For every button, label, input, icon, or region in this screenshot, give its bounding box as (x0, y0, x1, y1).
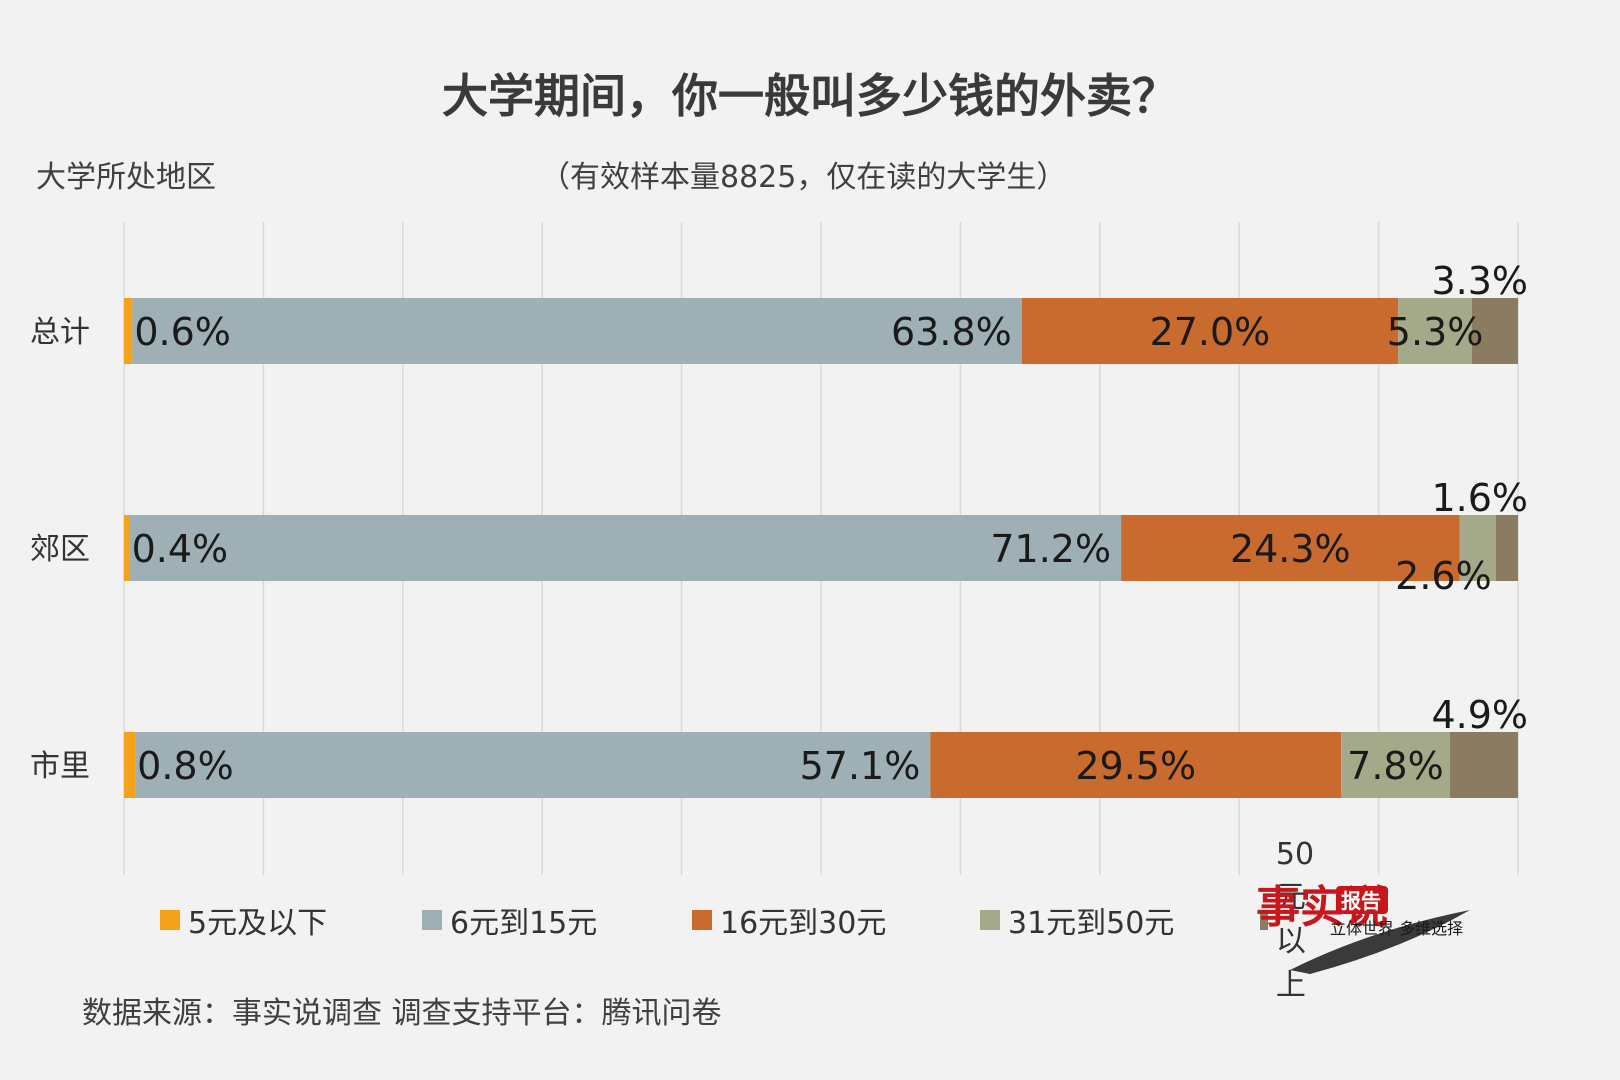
value-label: 2.6% (1395, 554, 1492, 598)
legend-label: 50元以上 (1275, 836, 1315, 1003)
value-labels: 0.6% 63.8% 27.0% 5.3% 3.3% 0.4% 71.2% 24.3% 2.6%… (132, 259, 1528, 788)
logo-badge-bg (1336, 886, 1388, 914)
bar-segment (930, 732, 1342, 798)
bar-segment (1449, 732, 1518, 798)
bar-segment (1021, 298, 1399, 364)
value-label: 3.3% (1431, 259, 1528, 303)
bar-segment (1121, 515, 1460, 581)
legend-swatch (422, 910, 442, 930)
value-label: 5.3% (1387, 310, 1484, 354)
logo-tagline: 立体世界 多维选择 (1330, 919, 1463, 938)
category-label: 郊区 (30, 532, 90, 567)
chart-title: 大学期间，你一般叫多少钱的外卖？ (442, 69, 1178, 123)
bar-segment (132, 298, 1022, 364)
stacked-bar-chart: 0.6% 63.8% 27.0% 5.3% 3.3% 0.4% 71.2% 24.3% 2.6%… (30, 222, 1528, 875)
bar-segment (1471, 298, 1518, 364)
legend-item: 5元及以下 (160, 900, 328, 941)
legend-label: 6元到15元 (450, 906, 598, 941)
legend-label: 5元及以下 (188, 906, 328, 941)
legend-item: 50元以上 (1260, 837, 1326, 1003)
legend-swatch (980, 910, 1000, 930)
value-label: 0.6% (134, 310, 231, 354)
bar-segment (124, 732, 136, 798)
legend-label: 31元到50元 (1008, 906, 1175, 941)
legend-swatch (692, 910, 712, 930)
bar-segment (124, 298, 133, 364)
value-label: 63.8% (891, 310, 1012, 354)
bar-segment (1495, 515, 1518, 581)
legend: 5元及以下 6元到15元 16元到30元 31元到50元 50元以上 (160, 837, 1320, 1003)
bar-segment (129, 515, 1122, 581)
chart-subtitle: （有效样本量8825，仅在读的大学生） (540, 160, 1067, 195)
bar-segment (135, 732, 931, 798)
legend-item: 31元到50元 (980, 900, 1175, 941)
bar-series (124, 298, 1518, 798)
value-label: 1.6% (1431, 476, 1528, 520)
category-label: 总计 (30, 315, 90, 350)
value-label: 4.9% (1431, 693, 1528, 737)
legend-swatch (1260, 910, 1268, 930)
value-label: 27.0% (1150, 310, 1271, 354)
bar-segment (124, 515, 130, 581)
value-label: 57.1% (800, 744, 921, 788)
legend-swatch (160, 910, 180, 930)
value-label: 0.8% (137, 744, 234, 788)
value-label: 0.4% (132, 527, 229, 571)
bar-segment (1459, 515, 1496, 581)
brand-logo: 事实说 报告 立体世界 多维选择 (1256, 882, 1470, 974)
bar-segment (1398, 298, 1472, 364)
value-label: 7.8% (1347, 744, 1444, 788)
logo-brush-stroke (1290, 910, 1470, 974)
value-label: 71.2% (990, 527, 1111, 571)
legend-item: 16元到30元 (692, 900, 887, 941)
bar-segment (1341, 732, 1450, 798)
y-axis-title: 大学所处地区 (36, 160, 216, 195)
data-source: 数据来源：事实说调查 调查支持平台：腾讯问卷 (82, 996, 722, 1031)
logo-badge: 报告 (1341, 889, 1381, 913)
value-label: 29.5% (1075, 744, 1196, 788)
legend-item: 6元到15元 (422, 900, 598, 941)
legend-label: 16元到30元 (720, 906, 887, 941)
value-label: 24.3% (1230, 527, 1351, 571)
category-label: 市里 (30, 749, 90, 784)
